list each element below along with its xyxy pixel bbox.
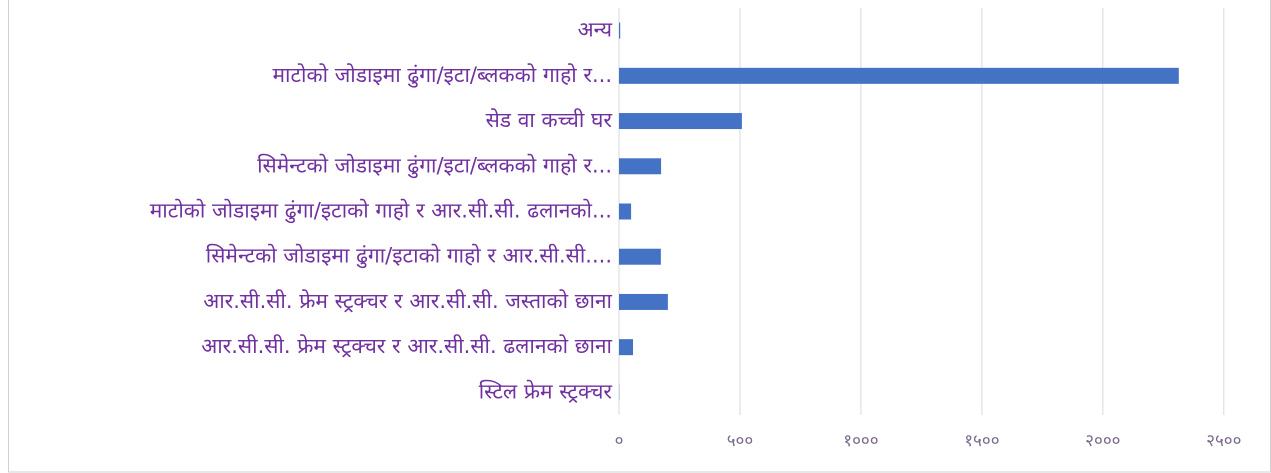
x-tick-label: ५०० (727, 431, 754, 451)
y-tick-label: आर.सी.सी. फ्रेम स्ट्रक्चर र आर.सी.सी. जस… (203, 289, 612, 313)
bar (619, 158, 662, 175)
bar (619, 248, 661, 265)
x-tick-label: ० (615, 431, 624, 451)
x-tick-label: २५०० (1206, 431, 1241, 451)
y-tick-label: स्टिल फ्रेम स्ट्रक्चर (479, 379, 613, 403)
y-tick-label: आर.सी.सी. फ्रेम स्ट्रक्चर र आर.सी.सी. ढल… (201, 334, 612, 358)
bar (619, 339, 634, 356)
y-tick-label: अन्य (578, 18, 613, 42)
y-tick-label: सेड वा कच्ची घर (486, 108, 613, 132)
x-tick-label: २००० (1085, 431, 1120, 451)
bar (619, 203, 632, 220)
y-tick-label: सिमेन्टको जोडाइमा ढुंगा/इटाको गाहो र आर.… (206, 244, 612, 269)
y-tick-label: माटोको जोडाइमा ढुंगा/इटाको गाहो र आर.सी.… (150, 199, 612, 224)
x-tick-label: १५०० (964, 431, 999, 451)
x-tick-label: १००० (843, 431, 878, 451)
y-tick-label: माटोको जोडाइमा ढुंगा/इटा/ब्लकको गाहो र..… (272, 63, 612, 88)
bar (619, 22, 621, 39)
bar (619, 113, 742, 130)
bar (619, 67, 1179, 84)
y-tick-label: सिमेन्टको जोडाइमा ढुंगा/इटा/ब्लकको गाहो … (257, 153, 612, 178)
bar (619, 293, 668, 310)
